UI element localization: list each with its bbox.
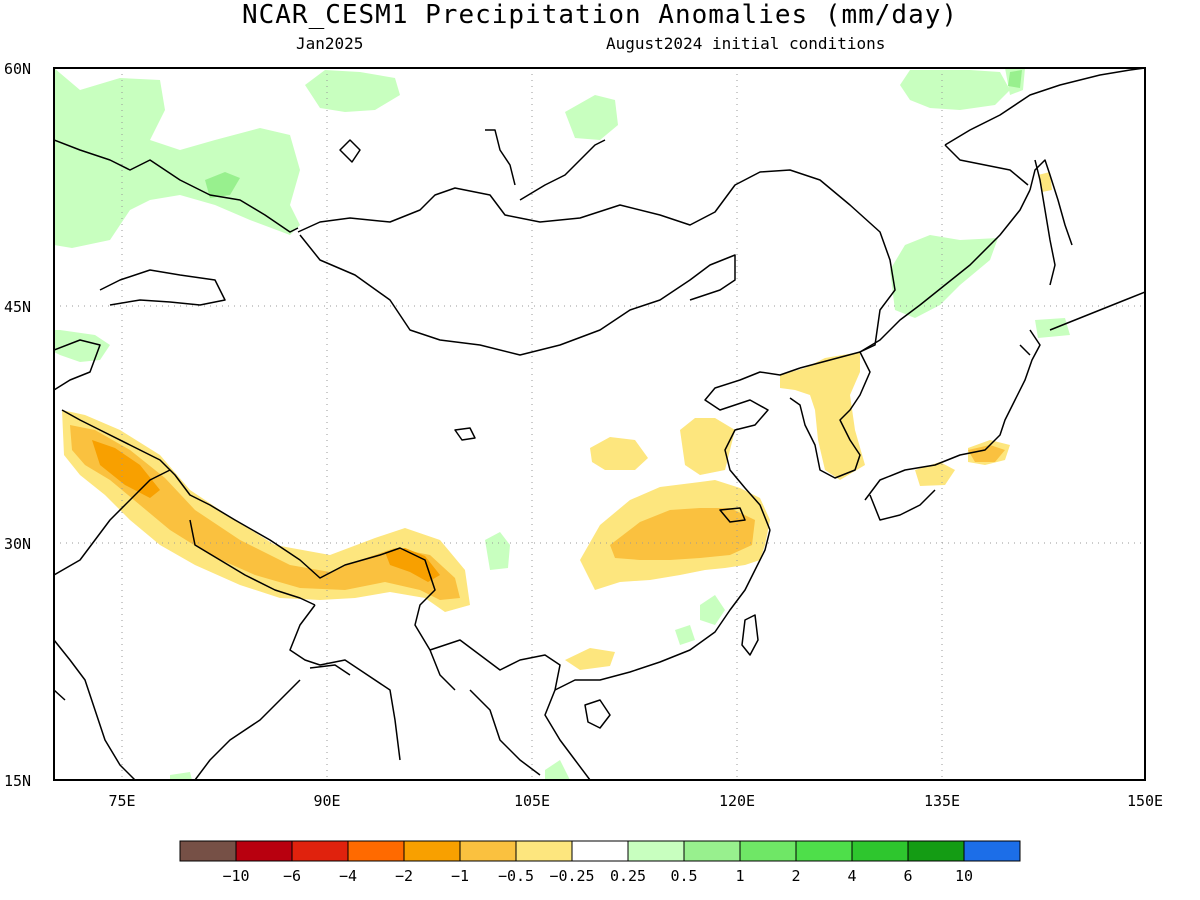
initial-conditions: August2024 initial conditions [606,34,886,53]
colorbar-label: 0.25 [610,867,646,885]
colorbar-swatch [739,840,797,862]
colorbar-swatch [235,840,293,862]
lat-label: 30N [4,535,31,553]
lat-label: 15N [4,772,31,790]
colorbar-label: 10 [955,867,973,885]
lon-label: 75E [108,792,135,810]
map-frame [53,67,1146,781]
colorbar-label: −1 [451,867,469,885]
lon-label: 150E [1127,792,1163,810]
colorbar-label: 4 [847,867,856,885]
colorbar-swatch [179,840,237,862]
colorbar-label: 0.5 [670,867,697,885]
colorbar: −10 −6 −4 −2 −1 −0.5 −0.25 0.25 0.5 1 2 4 6 10 [179,840,1021,885]
lon-label: 90E [313,792,340,810]
colorbar-label: 2 [791,867,800,885]
colorbar-label: −6 [283,867,301,885]
colorbar-swatch [963,840,1021,862]
colorbar-label: 6 [903,867,912,885]
longitude-labels: 75E 90E 105E 120E 135E 150E [108,792,1163,810]
colorbar-swatch [515,840,573,862]
lon-label: 120E [719,792,755,810]
map-title: NCAR_CESM1 Precipitation Anomalies (mm/d… [241,0,959,30]
dry-anomaly-moderate [70,425,1005,600]
colorbar-swatch [291,840,349,862]
precip-anomaly-layer [54,68,1070,780]
colorbar-swatch [347,840,405,862]
lat-label: 45N [4,298,31,316]
colorbar-swatch [571,840,629,862]
lon-label: 135E [924,792,960,810]
lat-label: 60N [4,60,31,78]
colorbar-swatch [683,840,741,862]
colorbar-label: 1 [735,867,744,885]
colorbar-swatch [627,840,685,862]
colorbar-swatch [459,840,517,862]
dry-anomaly-strong [92,440,440,582]
colorbar-label: −4 [339,867,357,885]
colorbar-swatch [907,840,965,862]
dry-anomaly-regions [62,172,1052,670]
latitude-labels: 60N 45N 30N 15N [4,60,31,790]
forecast-month: Jan2025 [296,34,364,53]
colorbar-label: −2 [395,867,413,885]
coastlines [54,68,1145,780]
colorbar-label: −10 [222,867,249,885]
wet-anomaly-cores [205,70,1022,198]
colorbar-swatch [795,840,853,862]
lon-label: 105E [514,792,550,810]
colorbar-swatch [403,840,461,862]
colorbar-swatch [851,840,909,862]
wet-anomaly-regions [54,68,1070,780]
colorbar-label: −0.25 [549,867,594,885]
colorbar-label: −0.5 [498,867,534,885]
